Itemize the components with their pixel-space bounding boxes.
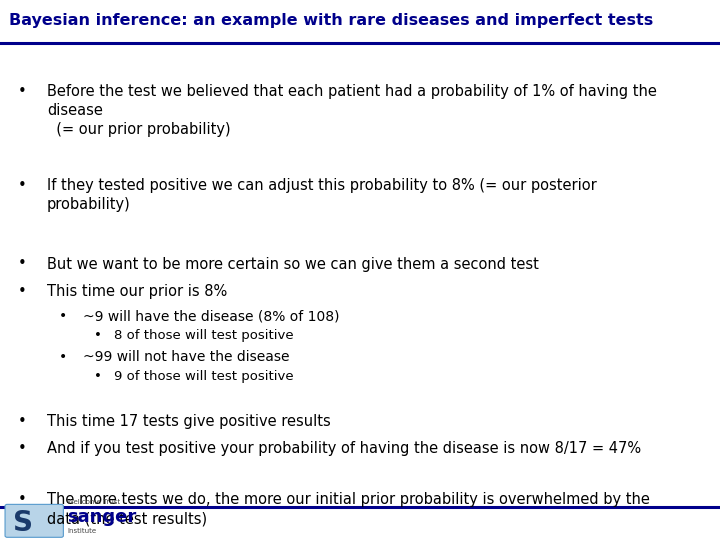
Text: Institute: Institute bbox=[67, 528, 96, 534]
Text: ~99 will not have the disease: ~99 will not have the disease bbox=[83, 350, 289, 364]
Text: Bayesian inference: an example with rare diseases and imperfect tests: Bayesian inference: an example with rare… bbox=[9, 14, 653, 29]
Text: S: S bbox=[13, 509, 33, 537]
Text: ~9 will have the disease (8% of 108): ~9 will have the disease (8% of 108) bbox=[83, 309, 339, 323]
Text: This time 17 tests give positive results: This time 17 tests give positive results bbox=[47, 414, 330, 429]
Text: •: • bbox=[18, 492, 27, 508]
Text: •: • bbox=[59, 309, 67, 323]
Text: But we want to be more certain so we can give them a second test: But we want to be more certain so we can… bbox=[47, 256, 539, 272]
Text: •: • bbox=[18, 441, 27, 456]
Text: •: • bbox=[18, 284, 27, 299]
Text: •: • bbox=[18, 256, 27, 272]
Text: •: • bbox=[94, 370, 102, 383]
Text: If they tested positive we can adjust this probability to 8% (= our posterior
pr: If they tested positive we can adjust th… bbox=[47, 178, 597, 212]
Text: sanger: sanger bbox=[67, 508, 136, 526]
Text: •: • bbox=[18, 84, 27, 99]
Text: The more tests we do, the more our initial prior probability is overwhelmed by t: The more tests we do, the more our initi… bbox=[47, 492, 649, 526]
FancyBboxPatch shape bbox=[5, 504, 63, 537]
Text: •: • bbox=[94, 329, 102, 342]
Text: •: • bbox=[18, 414, 27, 429]
Text: •: • bbox=[18, 178, 27, 193]
Text: And if you test positive your probability of having the disease is now 8/17 = 47: And if you test positive your probabilit… bbox=[47, 441, 641, 456]
Text: 9 of those will test positive: 9 of those will test positive bbox=[114, 370, 293, 383]
Text: Wellcome Trust: Wellcome Trust bbox=[67, 499, 120, 505]
Text: This time our prior is 8%: This time our prior is 8% bbox=[47, 284, 227, 299]
Text: •: • bbox=[59, 350, 67, 364]
Text: Before the test we believed that each patient had a probability of 1% of having : Before the test we believed that each pa… bbox=[47, 84, 657, 137]
Text: 8 of those will test positive: 8 of those will test positive bbox=[114, 329, 293, 342]
